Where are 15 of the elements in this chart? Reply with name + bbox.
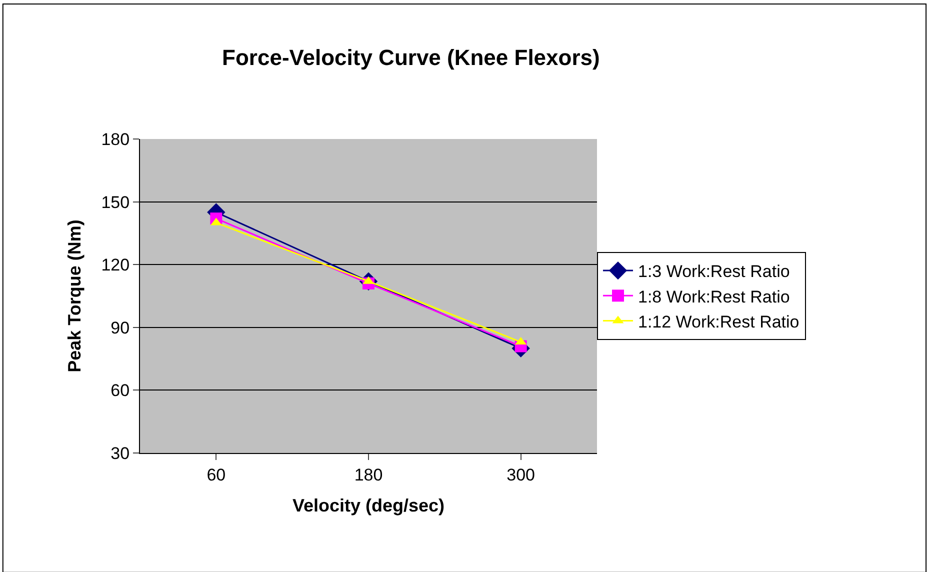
y-tick-label: 150 [101,192,130,212]
x-tick-label: 180 [354,465,383,484]
x-tick-label: 300 [506,465,536,484]
legend-label: 1:8 Work:Rest Ratio [638,287,790,306]
y-tick-label: 30 [110,444,130,463]
y-tick-label: 180 [101,130,130,149]
y-axis-title: Peak Torque (Nm) [64,220,84,372]
x-tick-label: 60 [206,465,226,484]
chart-title: Force-Velocity Curve (Knee Flexors) [222,44,600,70]
y-tick-label: 60 [110,381,130,400]
legend-label: 1:3 Work:Rest Ratio [638,262,790,282]
y-tick-label: 120 [101,256,130,275]
legend-label: 1:12 Work:Rest Ratio [638,312,800,332]
y-tick-label: 90 [110,318,130,338]
x-axis-title: Velocity (deg/sec) [292,496,445,516]
